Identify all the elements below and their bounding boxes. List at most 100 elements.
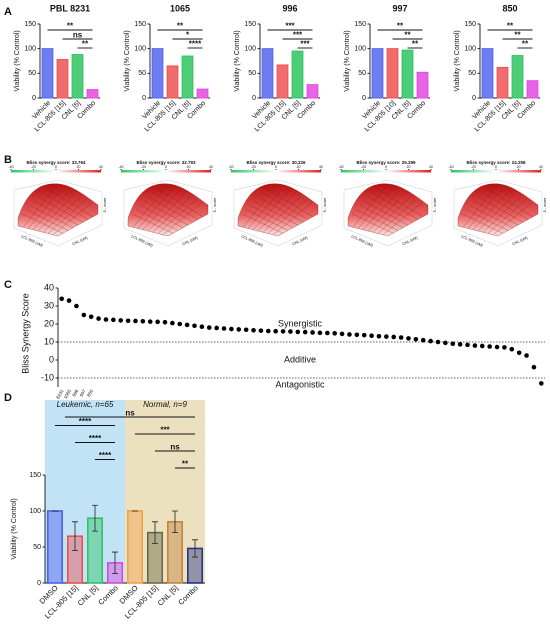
colorbar-tick-label: 40 — [539, 165, 543, 169]
point — [221, 326, 227, 331]
point — [155, 319, 160, 325]
colorbar — [11, 170, 101, 173]
bar — [41, 48, 54, 99]
surface-box — [453, 179, 543, 247]
surface-title: Bliss synergy score: 25.299 — [356, 160, 416, 165]
point — [450, 341, 456, 347]
point — [243, 327, 249, 333]
point — [420, 337, 426, 343]
y-tick-label: 100 — [29, 508, 41, 515]
surface-mesh — [272, 202, 313, 235]
bar — [306, 84, 319, 99]
region-label: Antagonistic — [275, 379, 325, 389]
surface-mesh — [351, 213, 394, 234]
point — [391, 334, 397, 340]
surface-mesh — [375, 188, 424, 217]
y-tick-label: 0 — [32, 95, 36, 102]
colorbar-tick-label: 20 — [517, 165, 521, 169]
y-axis-label: Bliss Synergy Score — [20, 293, 30, 374]
surface-mesh — [372, 197, 411, 233]
bar — [181, 55, 194, 99]
surface-mesh — [147, 194, 185, 232]
surface-mesh — [261, 192, 309, 220]
chart-title: 997 — [392, 3, 407, 13]
colorbar-tick-label: -40 — [8, 165, 13, 169]
bar — [46, 510, 63, 584]
significance-label: **** — [79, 417, 92, 426]
colorbar-tick-label: 0 — [385, 165, 387, 169]
colorbar-tick-label: 0 — [55, 165, 57, 169]
y-tick-label: 50 — [138, 70, 146, 77]
significance-label: ** — [514, 31, 521, 40]
y-tick-label: 50 — [33, 544, 41, 551]
point — [398, 335, 404, 340]
group-background — [125, 400, 205, 583]
y-tick-label: 50 — [28, 70, 36, 77]
surface-z-label: δ - score — [103, 198, 107, 213]
surface-mesh — [367, 194, 405, 232]
y-tick-label: 150 — [244, 21, 256, 28]
surface-mesh — [241, 213, 284, 234]
colorbar-tick-label: 20 — [77, 165, 81, 169]
surface-z-label: δ - score — [543, 198, 547, 213]
point — [516, 350, 522, 356]
surface-mesh — [245, 209, 289, 231]
surface-mesh — [131, 213, 174, 234]
surface-mesh — [22, 186, 57, 228]
colorbar-tick-label: 20 — [187, 165, 191, 169]
surface-mesh — [162, 202, 203, 235]
colorbar-tick-label: -40 — [338, 165, 343, 169]
colorbar-tick-label: -20 — [251, 165, 256, 169]
x-tick-label: 1065 — [63, 388, 73, 400]
surface — [237, 183, 319, 237]
point — [170, 320, 175, 326]
x-tick-label: Combo — [96, 583, 119, 606]
x-tick-label: Combo — [176, 583, 199, 606]
surface — [347, 183, 429, 237]
surface-mesh — [382, 202, 423, 235]
y-tick-label: 100 — [134, 46, 146, 53]
y-tick-label: 0 — [252, 95, 256, 102]
point — [229, 326, 234, 332]
error-bar — [92, 504, 98, 532]
significance-label: *** — [285, 22, 295, 31]
point — [177, 321, 183, 327]
point — [140, 319, 146, 324]
surface-box — [343, 179, 433, 247]
significance-label: * — [186, 31, 190, 40]
surface-mesh — [485, 188, 534, 217]
surface-mesh — [377, 199, 417, 234]
surface-mesh — [151, 192, 199, 220]
surface-mesh — [371, 192, 419, 220]
point — [184, 322, 190, 328]
region-label: Additive — [284, 354, 316, 364]
surface-mesh — [465, 209, 509, 231]
y-tick-label: 100 — [464, 46, 476, 53]
point — [531, 364, 537, 370]
surface — [457, 183, 539, 237]
surface-mesh — [477, 194, 515, 232]
surface-title: Bliss synergy score: 24.258 — [466, 160, 526, 165]
point — [133, 318, 138, 324]
colorbar-tick-label: 40 — [99, 165, 103, 169]
surface-mesh — [247, 189, 283, 229]
error-bar — [152, 521, 158, 544]
point — [465, 342, 470, 348]
y-tick-label: -10 — [41, 372, 54, 382]
significance-label: ns — [170, 443, 180, 452]
surface-mesh — [473, 200, 519, 226]
surface-mesh — [265, 188, 314, 217]
point — [125, 318, 131, 324]
y-axis-label: Viability (% Control) — [124, 30, 131, 91]
point — [118, 318, 124, 323]
surface-mesh — [462, 186, 497, 228]
colorbar-tick-label: 20 — [297, 165, 301, 169]
y-tick-label: 0 — [142, 95, 146, 102]
surface-x-label: CNL (uM) — [182, 235, 199, 246]
surface-mesh — [132, 186, 167, 228]
point — [59, 296, 64, 302]
point — [280, 329, 286, 334]
y-tick-label: 100 — [354, 46, 366, 53]
surface-mesh — [157, 199, 197, 234]
y-tick-label: 0 — [472, 95, 476, 102]
